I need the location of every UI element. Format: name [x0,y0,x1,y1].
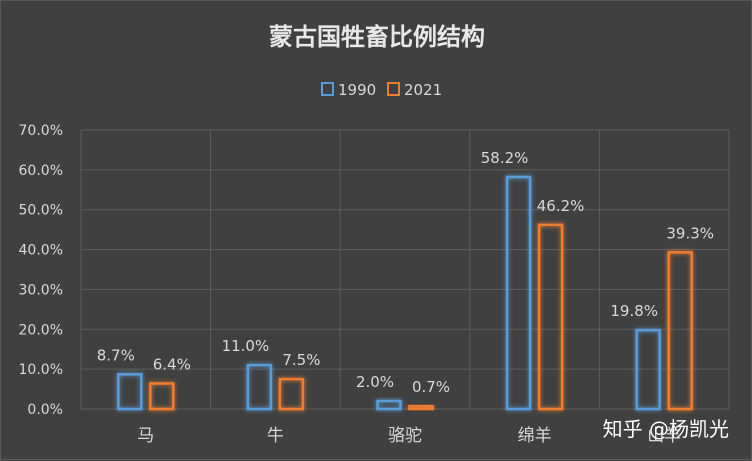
data-label-2021: 0.7% [412,378,450,396]
y-tick-label: 10.0% [19,362,63,378]
bar-1990 [246,363,273,411]
bar-1990 [376,399,402,411]
legend-swatch-1990 [321,82,334,96]
data-label-2021: 39.3% [666,224,714,242]
y-axis: 0.0% 10.0% 20.0% 30.0% 40.0% 50.0% 60.0% 70.0% [19,123,63,418]
x-tick-label: 牛 [267,426,284,446]
bars [117,175,693,411]
bar-2021 [149,382,175,411]
data-label-2021: 7.5% [282,351,320,369]
legend-swatch-2021 [387,82,400,96]
data-label-2021: 6.4% [153,355,191,373]
data-label-2021: 46.2% [537,197,585,215]
bar-1990 [635,328,661,411]
y-tick-label: 70.0% [19,123,63,139]
bar-1990 [117,373,143,411]
data-labels: 8.7% 6.4% 11.0% 7.5% 2.0% 0.7% 58.2% 46.2% 19.8%… [97,149,714,396]
x-tick-label: 山羊 [647,426,681,446]
y-tick-label: 40.0% [19,243,63,259]
bar-2021 [278,377,305,411]
bar-2021 [408,404,434,411]
x-tick-label: 马 [137,426,154,446]
data-label-1990: 58.2% [481,149,529,167]
y-tick-label: 30.0% [19,282,63,298]
legend: 1990 2021 [321,81,442,99]
x-tick-label: 绵羊 [518,426,552,446]
data-label-1990: 11.0% [222,337,270,355]
data-label-1990: 8.7% [97,346,135,364]
y-tick-label: 20.0% [19,322,63,338]
bar-1990 [505,175,532,411]
data-label-1990: 19.8% [610,302,658,320]
bar-2021 [667,251,693,411]
x-tick-label: 骆驼 [388,426,422,446]
legend-label-2021: 2021 [404,81,442,99]
y-tick-label: 60.0% [19,163,63,179]
x-axis: 马 牛 骆驼 绵羊 山羊 [137,426,681,446]
legend-label-1990: 1990 [338,81,376,99]
watermark: 知乎 @杨凯光 [603,417,729,441]
y-tick-label: 0.0% [27,402,63,418]
y-tick-label: 50.0% [19,203,63,219]
bar-2021 [537,223,564,411]
chart-title: 蒙古国牲畜比例结构 [269,23,485,51]
gridlines [80,129,730,410]
data-label-1990: 2.0% [356,373,394,391]
